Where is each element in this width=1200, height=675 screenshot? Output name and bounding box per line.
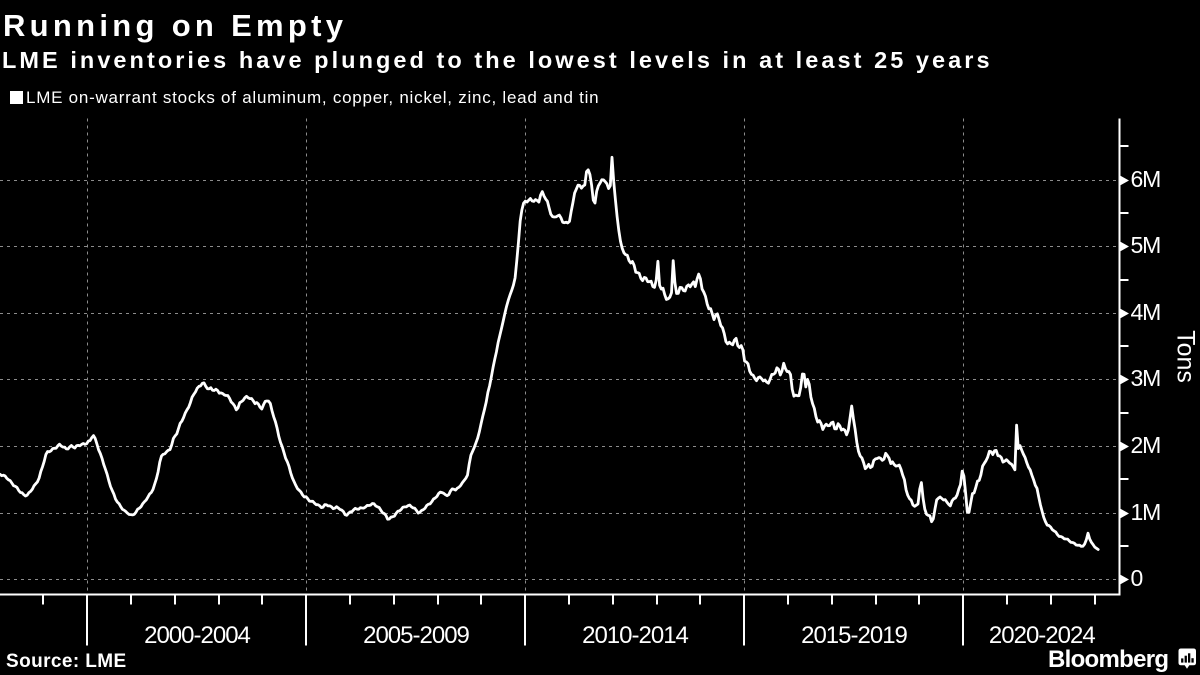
svg-text:5M: 5M — [1131, 232, 1161, 258]
svg-text:2000-2004: 2000-2004 — [144, 622, 250, 649]
svg-text:2010-2014: 2010-2014 — [582, 622, 688, 649]
svg-text:3M: 3M — [1131, 365, 1161, 391]
svg-text:2M: 2M — [1131, 432, 1161, 458]
svg-text:2005-2009: 2005-2009 — [363, 622, 469, 649]
svg-text:Tons: Tons — [1172, 330, 1200, 383]
svg-text:4M: 4M — [1131, 299, 1161, 325]
svg-text:2015-2019: 2015-2019 — [801, 622, 907, 649]
svg-text:6M: 6M — [1131, 166, 1161, 192]
svg-text:0: 0 — [1131, 565, 1143, 591]
svg-text:2020-2024: 2020-2024 — [989, 622, 1095, 649]
svg-text:1M: 1M — [1131, 499, 1161, 525]
